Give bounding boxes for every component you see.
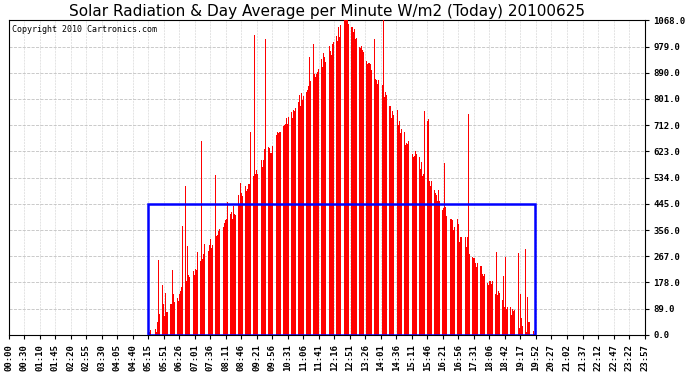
Title: Solar Radiation & Day Average per Minute W/m2 (Today) 20100625: Solar Radiation & Day Average per Minute… <box>68 4 584 19</box>
Text: Copyright 2010 Cartronics.com: Copyright 2010 Cartronics.com <box>12 25 157 34</box>
Bar <box>148 204 535 335</box>
